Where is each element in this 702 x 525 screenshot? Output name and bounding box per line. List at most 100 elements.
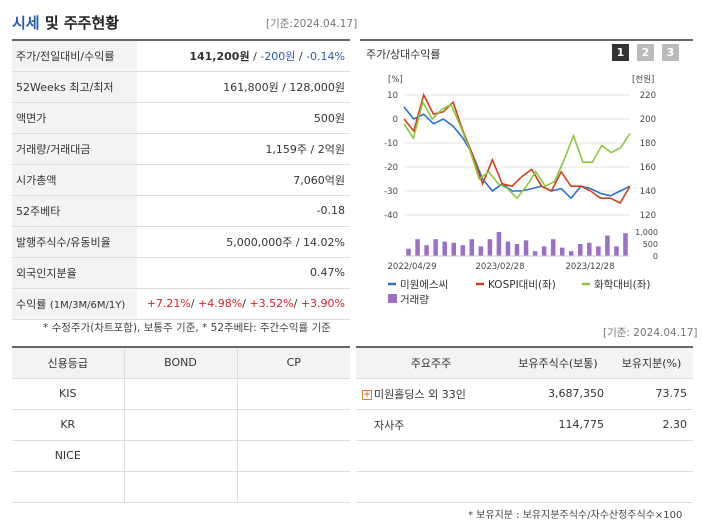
credit-rating-table: 신용등급 BOND CP KIS KR NICE	[12, 346, 350, 503]
volume-bar	[559, 247, 565, 256]
row-value: 500원	[137, 102, 350, 134]
column-header: BOND	[124, 347, 238, 379]
right-tick-label: 200	[640, 115, 656, 125]
volume-bar	[532, 251, 538, 256]
volume-bar	[578, 244, 583, 256]
table-row: 자사주 114,775 2.30	[356, 409, 693, 441]
legend-label: 미원에스씨	[400, 279, 448, 291]
row-label: 주가/전일대비/수익률	[12, 40, 137, 72]
cp-cell	[237, 440, 350, 472]
legend-label: 거래량	[400, 294, 429, 306]
table-header-row: 주요주주 보유주식수(보통) 보유지분(%)	[356, 347, 693, 379]
column-header: 보유지분(%)	[610, 347, 693, 379]
right-tick-label: 220	[640, 91, 656, 101]
left-tick-label: -40	[384, 211, 398, 221]
holder-shares: 114,775	[506, 409, 610, 441]
legend-label: KOSPI대비(좌)	[488, 279, 556, 291]
volume-tick-label: 1,000	[635, 228, 658, 237]
legend-label: 화학대비(좌)	[594, 279, 651, 291]
price-table: 주가/전일대비/수익률 141,200원 / -200원 / -0.14% 52…	[12, 39, 350, 320]
volume-bar	[478, 246, 484, 256]
expand-plus-icon[interactable]: +	[362, 389, 372, 400]
right-tick-label: 160	[640, 163, 656, 173]
row-label: 거래량/거래대금	[12, 133, 137, 165]
table-row: NICE	[12, 440, 350, 472]
volume-bar	[406, 248, 411, 256]
table-row: 외국인지분율 0.47%	[12, 257, 350, 289]
return-3m: +4.98%	[198, 297, 243, 310]
holder-name: 자사주	[356, 409, 506, 441]
base-date-2: [기준: 2024.04.17]	[603, 327, 698, 339]
table-row	[356, 471, 693, 503]
agency-cell	[12, 471, 125, 503]
row-value: 1,159주 / 2억원	[137, 133, 350, 165]
column-header: CP	[237, 347, 350, 379]
chart-page-3-button[interactable]: 3	[662, 44, 679, 61]
volume-bar	[451, 242, 456, 256]
row-value: 5,000,000주 / 14.02%	[137, 226, 350, 258]
price-value: 141,200원 / -200원 / -0.14%	[137, 40, 350, 72]
volume-bar	[442, 241, 447, 256]
base-date: [기준:2024.04.17]	[266, 18, 358, 30]
volume-bar	[587, 242, 592, 256]
return-1y: +3.90%	[300, 297, 345, 310]
table-row: 액면가 500원	[12, 102, 350, 134]
row-label: 시가총액	[12, 164, 137, 196]
returns-value: +7.21%/ +4.98%/ +3.52%/ +3.90%	[137, 288, 350, 320]
volume-bar	[568, 251, 574, 256]
volume-bar	[514, 244, 520, 256]
volume-bar	[614, 246, 619, 256]
series-line	[403, 106, 631, 200]
row-label: 52Weeks 최고/최저	[12, 71, 137, 103]
volume-bar	[487, 239, 493, 256]
table-row: 거래량/거래대금 1,159주 / 2억원	[12, 133, 350, 165]
bond-cell	[124, 378, 238, 410]
title-rest: 및 주주현황	[39, 14, 120, 32]
legend-swatch	[388, 294, 397, 303]
row-value: -0.18	[137, 195, 350, 227]
x-tick-label: 2022/04/29	[388, 262, 437, 272]
return-6m: +3.52%	[249, 297, 294, 310]
volume-tick-label: 500	[643, 240, 658, 249]
series-line	[403, 100, 631, 200]
price-chart: [%] [천원] 10 0 -10 -20 -30 -40 220 200 180 160 140…	[384, 74, 658, 306]
row-value: 161,800원 / 128,000원	[137, 71, 350, 103]
chart-page-1-button[interactable]: 1	[612, 44, 629, 61]
chart-page-2-button[interactable]: 2	[637, 44, 654, 61]
left-axis-unit: [%]	[388, 75, 403, 85]
chart-title: 주가/상대수익률	[366, 48, 441, 61]
holder-note: * 보유지분 : 보유지분주식수/자수산정주식수×100	[468, 510, 683, 521]
row-label: 액면가	[12, 102, 137, 134]
chart-legend: 미원에스씨 KOSPI대비(좌) 화학대비(좌) 거래량	[388, 279, 651, 306]
volume-axis-ticks: 1,000 500 0	[635, 228, 658, 261]
row-label: 52주베타	[12, 195, 137, 227]
volume-bar	[460, 245, 466, 256]
volume-tick-label: 0	[653, 252, 658, 261]
series-line	[403, 92, 631, 205]
right-tick-label: 140	[640, 187, 656, 197]
column-header: 신용등급	[12, 347, 125, 379]
column-header: 보유주식수(보통)	[506, 347, 610, 379]
left-tick-label: -20	[384, 163, 398, 173]
chart-panel	[360, 39, 693, 311]
table-row	[356, 440, 693, 472]
return-1m: +7.21%	[146, 297, 191, 310]
bond-cell	[124, 471, 238, 503]
table-row: 시가총액 7,060억원	[12, 164, 350, 196]
left-tick-label: 10	[387, 91, 398, 101]
shareholder-table: 주요주주 보유주식수(보통) 보유지분(%) + 미원홀딩스 외 33인 3,68…	[356, 346, 693, 503]
row-label: 수익률 (1M/3M/6M/1Y)	[12, 288, 137, 320]
table-row: KIS	[12, 378, 350, 410]
agency-cell: NICE	[12, 440, 125, 472]
agency-cell: KIS	[12, 378, 125, 410]
agency-cell: KR	[12, 409, 125, 441]
section-title: 시세 및 주주현황	[12, 12, 119, 33]
x-tick-label: 2023/12/28	[566, 262, 615, 272]
cp-cell	[237, 378, 350, 410]
volume-bar	[623, 233, 628, 256]
right-tick-label: 120	[640, 211, 656, 221]
cp-cell	[237, 471, 350, 503]
right-tick-label: 180	[640, 139, 656, 149]
holder-shares: 3,687,350	[506, 378, 610, 410]
x-axis-ticks: 2022/04/29 2023/02/28 2023/12/28	[388, 262, 615, 272]
